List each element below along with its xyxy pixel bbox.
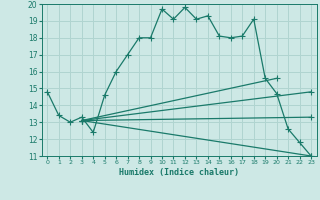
X-axis label: Humidex (Indice chaleur): Humidex (Indice chaleur) bbox=[119, 168, 239, 177]
